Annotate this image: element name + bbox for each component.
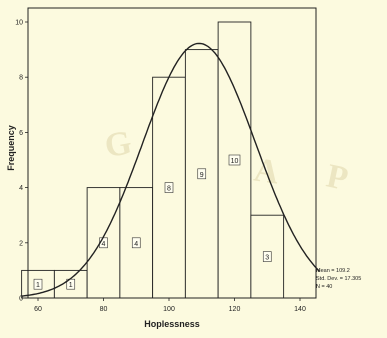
bar-count-label: 9: [200, 172, 204, 179]
bar-count-box: [164, 182, 174, 193]
stat-mean: Mean = 109.2: [316, 268, 350, 274]
y-axis-label: Frequency: [6, 125, 16, 171]
axes-layer: 0 2 4 6 8 10 60 80 100 120 140: [15, 7, 317, 313]
bar-count-label: 10: [231, 158, 239, 165]
x-tick-label: 120: [229, 306, 241, 313]
bar-count-box: [33, 278, 43, 290]
curve-layer: [21, 42, 321, 297]
y-tick-label: 0: [19, 296, 23, 303]
plot-frame: [27, 7, 317, 299]
watermark-letter: P: [323, 157, 351, 198]
x-tick-label: 60: [34, 306, 42, 313]
bar-count-box: [197, 168, 207, 180]
stat-std-dev: Std. Dev. = 17.305: [316, 276, 361, 282]
bar-count-label: 8: [167, 186, 171, 193]
y-tick-label: 6: [19, 130, 23, 137]
bar-count-box: [228, 154, 241, 166]
bar-count-label: 4: [134, 241, 138, 248]
y-tick-label: 4: [19, 185, 23, 192]
bar-count-box: [131, 237, 141, 249]
bars-layer: 1 1 4 4 8 9 10 3: [21, 21, 285, 299]
bar-count-label: 4: [102, 241, 106, 248]
y-tick-label: 10: [15, 20, 23, 27]
bar-count-label: 1: [36, 282, 40, 289]
y-tick-label: 2: [19, 240, 23, 247]
bar-count-label: 1: [69, 282, 73, 289]
y-tick-label: 8: [19, 75, 23, 82]
stat-n: N = 40: [316, 284, 332, 290]
stats-box: Mean = 109.2 Std. Dev. = 17.305 N = 40: [316, 268, 361, 290]
x-tick-label: 80: [100, 306, 108, 313]
bar-count-box: [262, 251, 272, 262]
x-tick-label: 140: [294, 306, 306, 313]
x-axis-label: Hoplessness: [144, 319, 200, 329]
x-tick-label: 100: [163, 306, 175, 313]
watermark-letter: G: [102, 124, 134, 165]
bar-count-label: 3: [265, 255, 269, 262]
normal-curve: [21, 42, 321, 297]
